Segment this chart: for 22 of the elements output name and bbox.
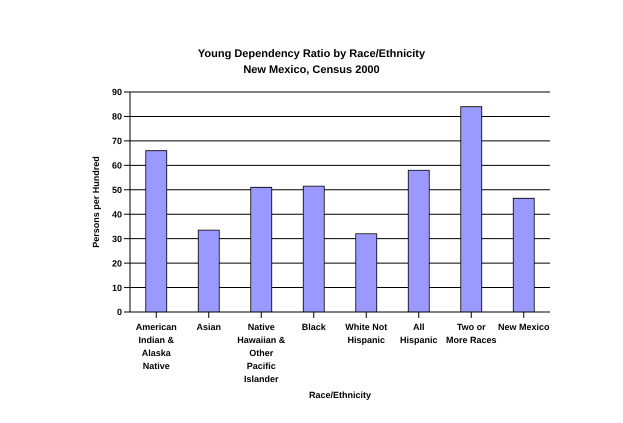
y-tick-label: 70 [112, 136, 122, 146]
x-tick-label: American Indian & Alaska Native [136, 322, 177, 371]
x-tick-label: Two or More Races [446, 322, 497, 345]
x-tick-label: Asian [196, 322, 222, 332]
chart-title: Young Dependency Ratio by Race/Ethnicity [196, 47, 426, 62]
x-axis-title: Race/Ethnicity [308, 390, 372, 400]
y-tick-label: 20 [112, 258, 122, 268]
x-tick-label: White Not Hispanic [345, 322, 388, 345]
chart-subtitle: New Mexico, Census 2000 [242, 63, 381, 78]
x-tick-label: Black [302, 322, 327, 332]
x-tick-label: All Hispanic [400, 322, 438, 345]
y-tick-label: 0 [116, 307, 122, 318]
y-axis-title: Persons per Hundred [91, 156, 102, 248]
y-tick-label: 60 [112, 160, 122, 171]
y-tick-label: 90 [112, 87, 122, 98]
x-tick-label: New Mexico [498, 322, 550, 332]
y-tick-label: 10 [112, 282, 122, 293]
y-tick-label: 30 [112, 234, 122, 244]
y-tick-label: 40 [112, 209, 122, 220]
y-tick-label: 80 [112, 112, 122, 122]
x-tick-label: Native Hawaiian & Other Pacific Islander [237, 322, 286, 384]
y-tick-label: 50 [112, 184, 122, 195]
